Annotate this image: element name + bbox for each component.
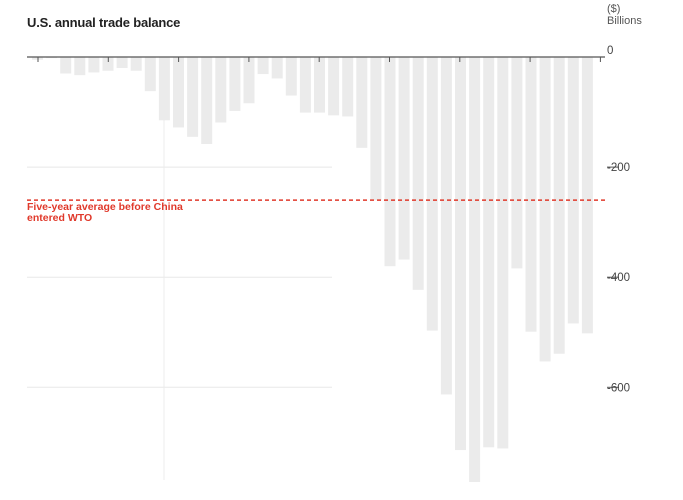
bar — [370, 57, 382, 201]
bar — [567, 57, 579, 324]
bar — [144, 57, 156, 92]
bar — [285, 57, 297, 96]
bar — [74, 57, 86, 76]
bar — [257, 57, 269, 75]
unit-magnitude: Billions — [607, 15, 642, 27]
unit-label: ($) Billions — [607, 3, 642, 27]
bar — [271, 57, 283, 79]
gridlines — [27, 58, 332, 480]
bar — [116, 57, 128, 69]
bar — [173, 57, 184, 128]
bar — [356, 57, 368, 148]
y-tick-label: 0 — [607, 45, 613, 57]
bar — [525, 57, 537, 332]
bar — [483, 57, 495, 448]
bar — [553, 57, 565, 354]
bar — [201, 57, 213, 144]
bar — [455, 57, 466, 451]
bar — [130, 57, 142, 71]
y-axis: 0 -200 -400 -600 — [27, 45, 630, 394]
bar — [398, 57, 410, 260]
bar — [299, 57, 311, 113]
bar — [342, 57, 354, 117]
bar — [229, 57, 241, 111]
bar — [328, 57, 340, 116]
bar — [215, 57, 227, 123]
bar — [511, 57, 523, 269]
bar — [426, 57, 438, 331]
bar — [314, 57, 325, 113]
unit-currency: ($) — [607, 3, 621, 15]
y-tick-label: -400 — [607, 272, 630, 284]
bar — [440, 57, 452, 395]
bar — [497, 57, 509, 449]
bar — [102, 57, 114, 71]
chart-title: U.S. annual trade balance — [27, 15, 181, 30]
bar — [158, 57, 170, 121]
bar — [384, 57, 396, 267]
bars — [32, 57, 593, 482]
bar — [60, 57, 72, 74]
bar — [539, 57, 551, 362]
bar — [88, 57, 100, 73]
y-tick-label: -200 — [607, 162, 630, 174]
reference-line-label: Five-year average before China entered W… — [27, 201, 183, 224]
bar — [187, 57, 199, 137]
bar — [243, 57, 255, 104]
bar — [581, 57, 593, 334]
bar — [469, 57, 481, 482]
bar — [412, 57, 424, 290]
y-tick-label: -600 — [607, 382, 630, 394]
